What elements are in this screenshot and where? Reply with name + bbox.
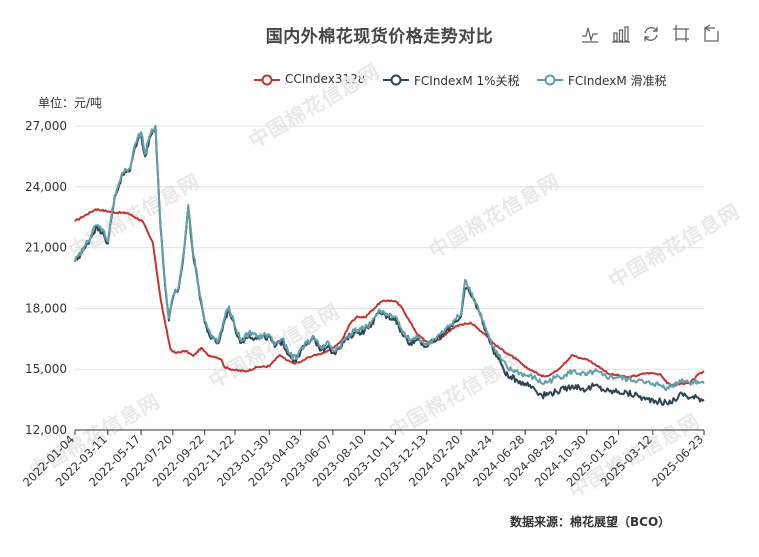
legend: CCIndex3128 FCIndexM 1%关税 FCIndexM 滑准税 — [0, 70, 759, 90]
zoom-reset-icon[interactable] — [701, 24, 721, 44]
legend-label: FCIndexM 滑准税 — [568, 74, 667, 88]
chart-title: 国内外棉花现货价格走势对比 — [265, 27, 494, 47]
restore-icon[interactable] — [641, 24, 661, 44]
y-tick-label: 12,000 — [25, 423, 67, 437]
legend-line-icon — [383, 74, 409, 86]
y-tick-label: 21,000 — [25, 241, 67, 255]
line-view-icon[interactable] — [580, 24, 600, 44]
series-line — [74, 208, 705, 387]
y-tick-label: 24,000 — [25, 180, 67, 194]
series-line — [74, 125, 705, 406]
bar-view-icon[interactable] — [611, 24, 631, 44]
y-tick-label: 18,000 — [25, 301, 67, 315]
legend-label: CCIndex3128 — [285, 72, 366, 86]
data-zoom-icon[interactable] — [671, 24, 691, 44]
legend-line-icon — [537, 74, 563, 86]
x-tick-label: 2025-06-23 — [649, 432, 706, 489]
y-tick-label: 27,000 — [25, 119, 67, 133]
legend-line-icon — [254, 74, 280, 86]
data-source-label: 数据来源：棉花展望（BCO） — [510, 515, 671, 529]
series-line — [74, 125, 705, 391]
y-tick-label: 15,000 — [25, 362, 67, 376]
y-axis-unit-label: 单位：元/吨 — [38, 96, 103, 110]
legend-label: FCIndexM 1%关税 — [414, 74, 520, 88]
